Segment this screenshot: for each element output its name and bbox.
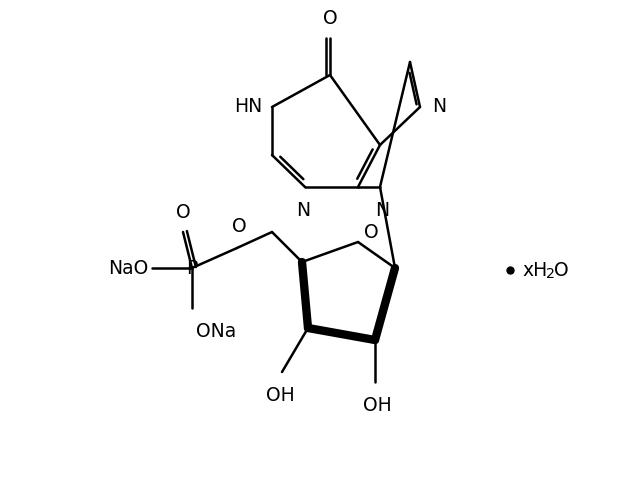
Text: OH: OH xyxy=(266,386,294,405)
Text: ONa: ONa xyxy=(196,322,236,341)
Text: N: N xyxy=(375,201,389,220)
Text: 2: 2 xyxy=(546,267,555,281)
Text: O: O xyxy=(176,203,190,222)
Text: NaO: NaO xyxy=(108,258,148,278)
Text: N: N xyxy=(296,201,310,220)
Text: P: P xyxy=(186,258,197,278)
Text: HN: HN xyxy=(234,98,262,116)
Text: O: O xyxy=(554,260,568,280)
Text: O: O xyxy=(231,217,246,236)
Text: O: O xyxy=(364,222,379,242)
Text: xH: xH xyxy=(522,260,547,280)
Text: N: N xyxy=(432,98,446,116)
Text: O: O xyxy=(323,9,338,28)
Text: OH: OH xyxy=(363,396,392,415)
